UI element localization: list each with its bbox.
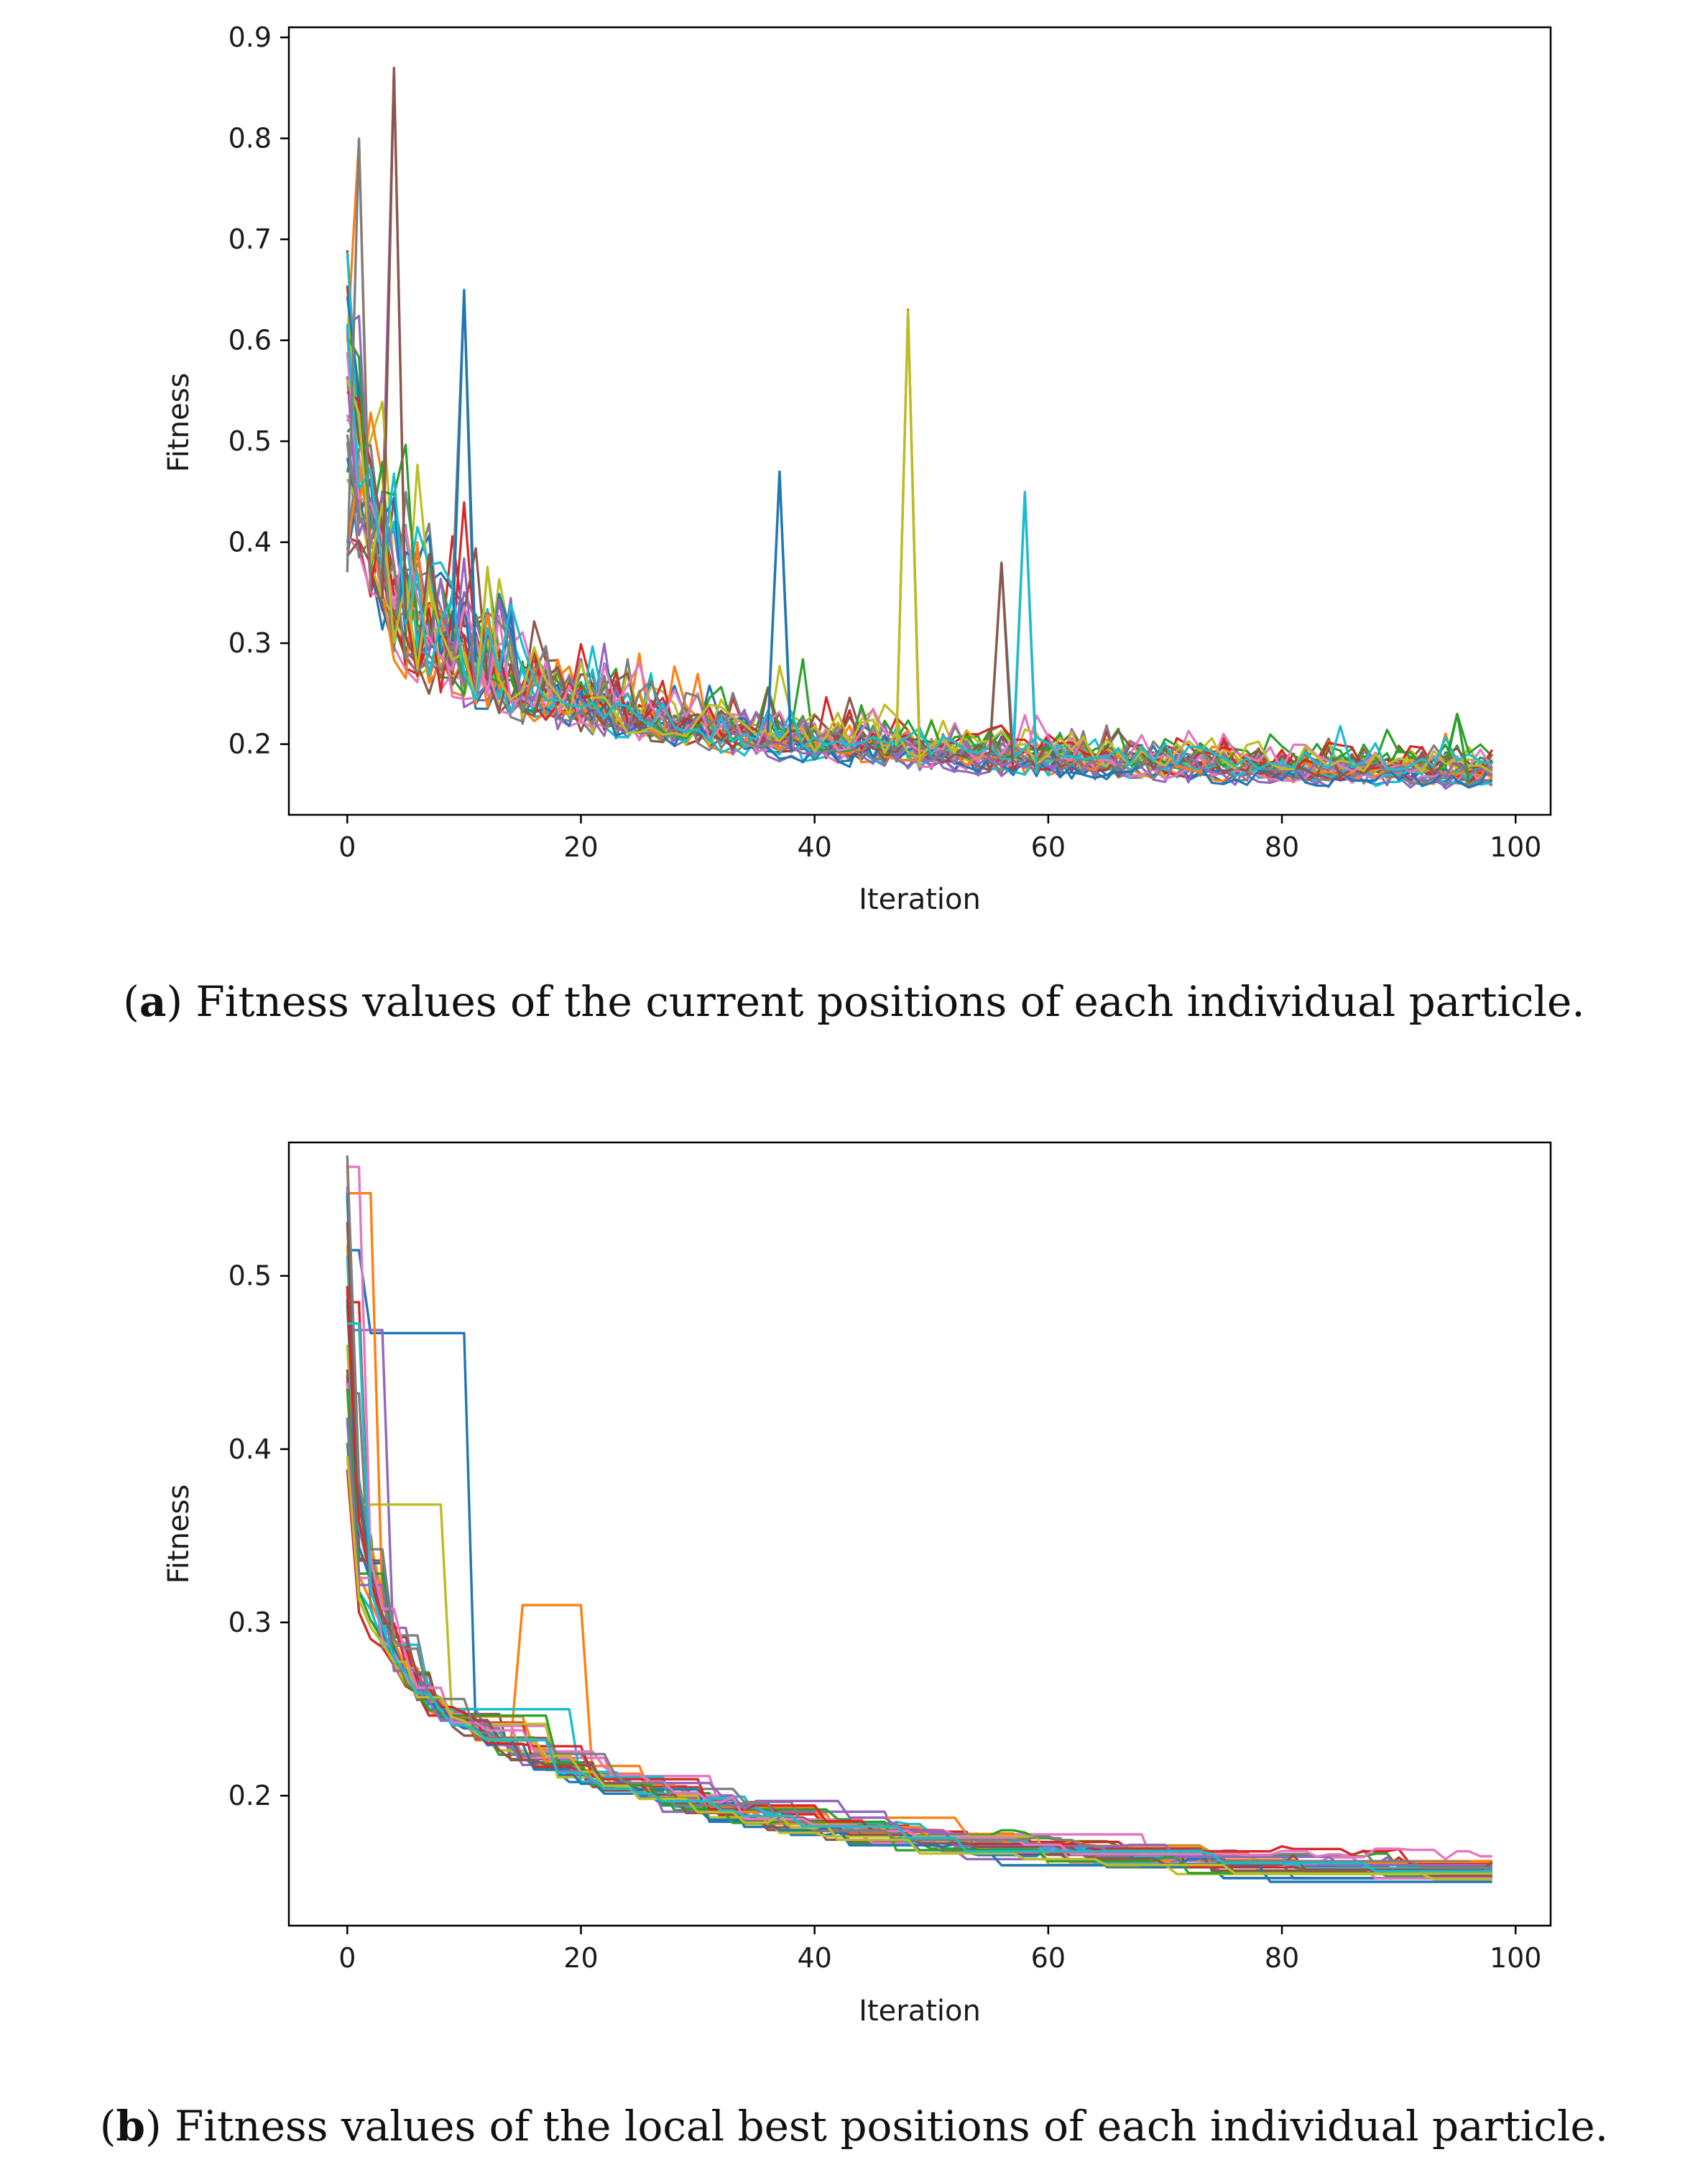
chart-b-series-group [346,1155,1493,1883]
caption-a-text: Fitness values of the current positions … [195,977,1585,1026]
chart-b-series-line [346,1221,1493,1872]
chart-a-x-tick-label: 100 [1490,831,1542,863]
chart-a-spike [766,471,793,753]
chart-b-series-line [346,1192,1492,1883]
chart-b-x-tick-label: 80 [1265,1942,1299,1974]
chart-b-background [289,1142,1551,1926]
chart-b-ticks: 0 20 40 60 80 100 0.2 0.3 0.4 0.5 [228,1260,1542,1974]
chart-a-y-tick-label: 0.4 [228,527,272,558]
chart-a-spike [451,290,477,662]
chart-b-y-axis-label: Fitness [162,1484,195,1584]
caption-b-label: b [116,2102,146,2151]
chart-b-x-tick-label: 60 [1031,1942,1066,1974]
chart-a-series-group [346,66,1494,790]
chart-a-x-tick-label: 40 [797,831,831,863]
caption-a-label: a [139,977,167,1026]
chart-b-x-tick-label: 0 [338,1942,356,1974]
chart-b-y-tick-label: 0.5 [228,1260,272,1292]
chart-a-spike [1012,491,1038,774]
chart-b-x-axis-label: Iteration [859,1995,981,2028]
chart-a-frame [287,26,1552,816]
chart-a-spike [895,310,921,767]
chart-a-y-tick-label: 0.6 [228,325,272,356]
chart-a-y-tick-label: 0.5 [228,425,272,457]
chart-b-series-line [347,1322,1492,1873]
chart-a-y-tick-label: 0.8 [228,123,272,154]
chart-a-x-tick-label: 80 [1265,831,1299,863]
chart-a-x-tick-label: 20 [563,831,598,863]
chart-b-series-line [346,1456,1492,1875]
chart-b-x-tick-label: 40 [797,1942,831,1974]
chart-a-spike [346,138,372,593]
chart-a-y-tick-label: 0.2 [228,729,272,760]
chart-b-x-tick-label: 20 [563,1942,598,1974]
chart-a: 0 20 40 60 80 100 0.2 0.3 0.4 0.5 0.6 0.7 0.8 0.9 Ite… [162,22,1552,916]
chart-b-frame [287,1141,1552,1927]
caption-a: (a) Fitness values of the current positi… [123,977,1585,1026]
chart-a-y-tick-label: 0.9 [228,22,272,53]
chart-a-y-tick-label: 0.3 [228,627,272,659]
caption-b-text: Fitness values of the local best positio… [175,2102,1609,2151]
chart-a-ticks: 0 20 40 60 80 100 0.2 0.3 0.4 0.5 0.6 0.7 0.8 0.9 [228,22,1542,863]
chart-a-spike [1444,713,1470,783]
chart-b-y-tick-label: 0.3 [228,1607,272,1638]
chart-a-x-tick-label: 60 [1031,831,1066,863]
chart-b: 0 20 40 60 80 100 0.2 0.3 0.4 0.5 Iteration Fitne… [162,1141,1552,2028]
chart-b-y-tick-label: 0.2 [228,1780,272,1811]
chart-a-y-axis-label: Fitness [162,373,195,473]
chart-a-spike [381,68,407,619]
chart-a-x-axis-label: Iteration [859,883,981,916]
chart-a-spike [988,562,1015,772]
caption-b: (b) Fitness values of the local best pos… [99,2102,1609,2151]
chart-b-y-tick-label: 0.4 [228,1433,272,1465]
chart-a-y-tick-label: 0.7 [228,223,272,255]
chart-b-x-tick-label: 100 [1490,1942,1542,1974]
chart-a-x-tick-label: 0 [338,831,356,863]
